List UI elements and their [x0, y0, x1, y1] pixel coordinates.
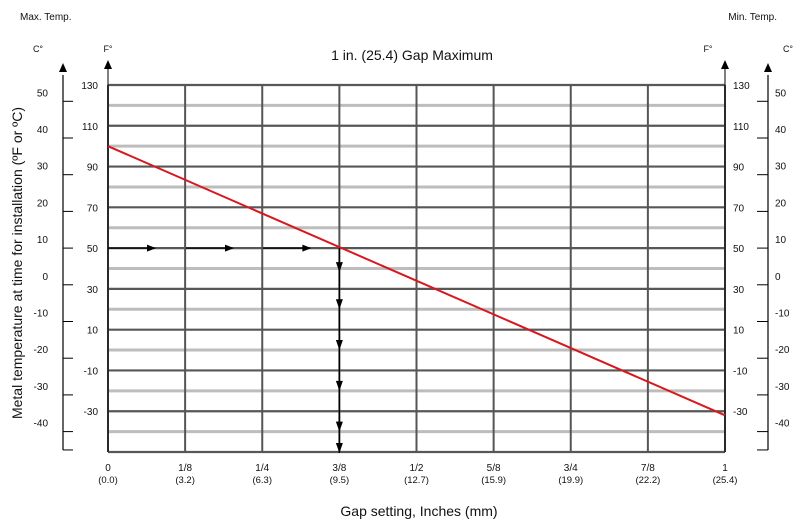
chart-title: 1 in. (25.4) Gap Maximum [331, 47, 493, 63]
right-f-tick-label: -30 [733, 407, 748, 418]
left-f-tick-label: -10 [84, 366, 99, 377]
x-tick-label: 1/2 [410, 463, 424, 474]
max-temp-label: Max. Temp. [20, 12, 72, 23]
left-c-tick-label: -40 [34, 419, 49, 430]
example-arrowhead-h [225, 244, 234, 252]
x-axis-label: Gap setting, Inches (mm) [340, 503, 497, 519]
left-f-tick-label: -30 [84, 407, 99, 418]
x-tick-label: 1 [722, 463, 728, 474]
x-tick-sublabel: (19.9) [558, 475, 583, 486]
example-arrows [108, 244, 343, 453]
left-f-tick-label: 50 [87, 244, 99, 255]
fahrenheit-unit-left: F° [103, 44, 112, 54]
example-arrowhead-h [302, 244, 312, 252]
left-c-tick-label: 50 [37, 88, 49, 99]
left-f-tick-label: 110 [82, 122, 98, 133]
left-c-tick-label: 30 [37, 162, 49, 173]
right-f-tick-label: 70 [733, 203, 745, 214]
temperature-axes: 0(0.0)1/8(3.2)1/4(6.3)3/8(9.5)1/2(12.7)5… [34, 60, 790, 486]
example-arrowhead-v [335, 340, 343, 351]
example-arrowhead-v [335, 262, 343, 273]
left-c-tick-label: 0 [42, 272, 48, 283]
left-f-axis-arrow [104, 60, 112, 69]
right-c-axis-arrow [764, 63, 772, 72]
right-f-tick-label: -10 [733, 366, 748, 377]
right-c-tick-label: 40 [775, 125, 787, 136]
data-series [107, 145, 726, 417]
x-tick-label: 7/8 [641, 463, 655, 474]
x-tick-sublabel: (25.4) [713, 475, 738, 486]
x-tick-sublabel: (15.9) [481, 475, 506, 486]
right-f-tick-label: 50 [733, 244, 745, 255]
left-c-axis-arrow [59, 63, 67, 72]
left-f-tick-label: 90 [87, 163, 99, 174]
right-c-tick-label: -20 [775, 345, 790, 356]
right-c-tick-label: -30 [775, 382, 790, 393]
fahrenheit-unit-right: F° [703, 44, 712, 54]
min-temp-label: Min. Temp. [728, 12, 777, 23]
right-f-tick-label: 30 [733, 285, 745, 296]
x-tick-label: 5/8 [487, 463, 501, 474]
right-f-tick-label: 10 [733, 326, 745, 337]
right-f-tick-label: 90 [733, 163, 745, 174]
x-tick-sublabel: (6.3) [252, 475, 272, 486]
x-tick-sublabel: (12.7) [404, 475, 429, 486]
left-f-tick-label: 10 [87, 326, 99, 337]
left-f-tick-label: 30 [87, 285, 99, 296]
left-c-tick-label: -10 [34, 308, 49, 319]
right-c-tick-label: 50 [775, 88, 787, 99]
right-c-tick-label: 30 [775, 162, 787, 173]
right-f-tick-label: 130 [733, 81, 750, 92]
x-tick-label: 1/8 [178, 463, 192, 474]
left-f-tick-label: 130 [81, 81, 98, 92]
example-arrowhead-h [147, 244, 156, 252]
left-c-tick-label: 10 [37, 235, 49, 246]
x-tick-sublabel: (0.0) [98, 475, 118, 486]
x-tick-sublabel: (9.5) [330, 475, 350, 486]
right-c-tick-label: -10 [775, 308, 790, 319]
celsius-unit-right: C° [783, 44, 793, 54]
y-axis-label: Metal temperature at time for installati… [9, 107, 25, 419]
example-arrowhead-v [335, 421, 343, 432]
right-c-tick-label: 20 [775, 198, 787, 209]
left-c-tick-label: -30 [34, 382, 49, 393]
series-line [107, 145, 726, 417]
example-arrowhead-v [335, 380, 343, 391]
example-arrowhead-v [335, 443, 343, 453]
left-f-tick-label: 70 [87, 203, 99, 214]
left-c-tick-label: 40 [37, 125, 49, 136]
left-c-tick-label: -20 [34, 345, 49, 356]
right-c-tick-label: 0 [775, 272, 781, 283]
right-c-tick-label: 10 [775, 235, 787, 246]
right-f-axis-arrow [721, 60, 729, 69]
example-arrowhead-v [335, 299, 343, 310]
right-f-tick-label: 110 [733, 122, 749, 133]
x-tick-label: 1/4 [255, 463, 269, 474]
x-tick-label: 3/8 [332, 463, 346, 474]
right-c-tick-label: -40 [775, 419, 790, 430]
x-tick-label: 3/4 [564, 463, 578, 474]
celsius-unit-left: C° [33, 44, 43, 54]
x-tick-sublabel: (3.2) [175, 475, 195, 486]
plot-grid [107, 83, 726, 454]
left-c-tick-label: 20 [37, 198, 49, 209]
x-tick-label: 0 [105, 463, 111, 474]
x-tick-sublabel: (22.2) [635, 475, 660, 486]
